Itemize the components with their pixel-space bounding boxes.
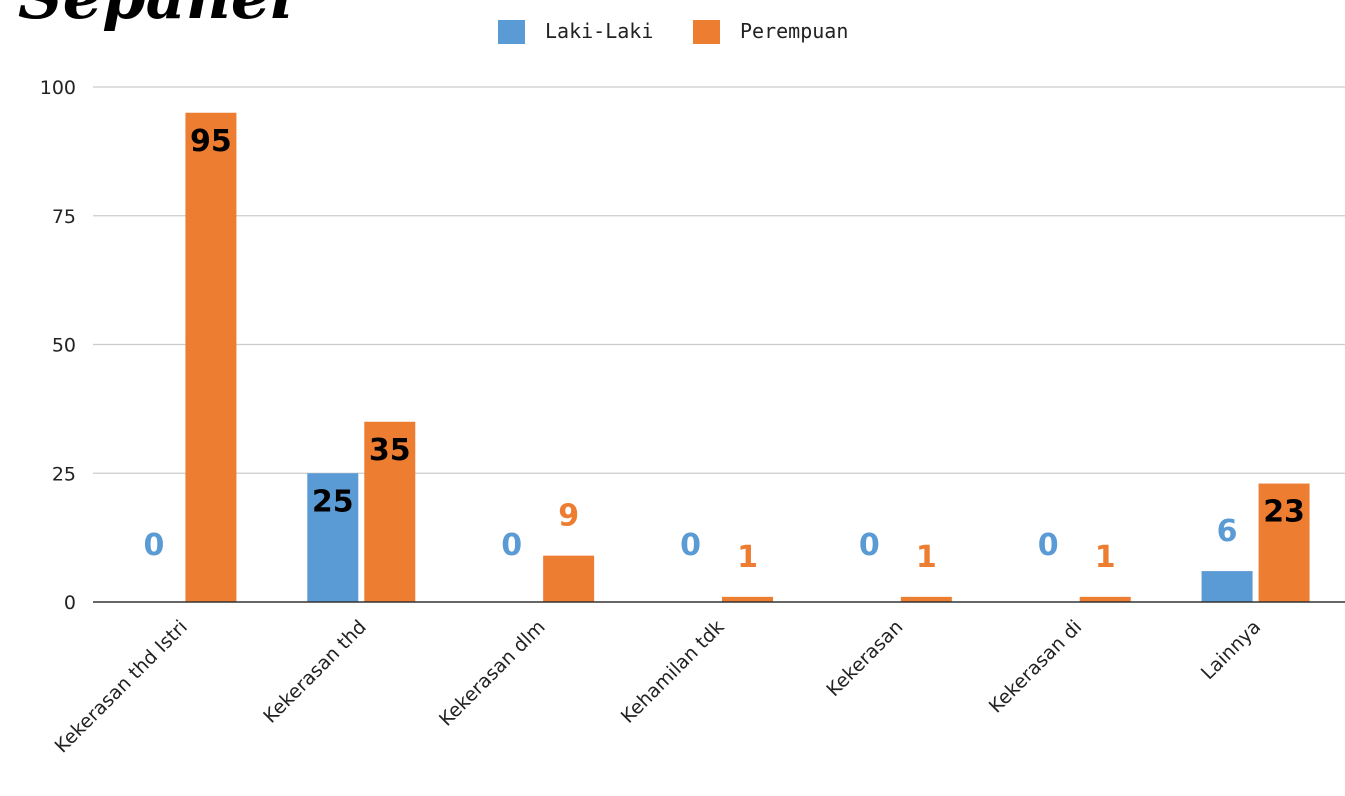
gridlines <box>93 86 1345 474</box>
bar-laki-laki <box>307 473 359 602</box>
data-label: 0 <box>680 528 701 563</box>
data-label: 1 <box>1095 540 1116 575</box>
x-tick-label: Kekerasan thd <box>259 616 371 728</box>
bar-perempuan <box>900 596 952 602</box>
bar-perempuan <box>364 421 416 602</box>
data-label: 0 <box>143 528 164 563</box>
bar-perempuan <box>1079 596 1131 602</box>
chart-title: Sepanel <box>18 0 294 33</box>
bars <box>185 112 1310 602</box>
x-tick-label: Kehamilan tdk <box>617 616 729 728</box>
bar-perempuan <box>543 555 595 602</box>
legend-item: Laki-Laki <box>545 19 653 43</box>
data-label: 0 <box>1038 528 1059 563</box>
data-label: 0 <box>501 528 522 563</box>
data-label: 1 <box>737 540 758 575</box>
y-tick-label: 100 <box>40 77 76 99</box>
bar-perempuan <box>185 112 237 602</box>
y-tick-label: 75 <box>52 206 76 228</box>
data-label: 23 <box>1263 495 1305 530</box>
legend-item: Perempuan <box>740 19 848 43</box>
data-label: 95 <box>190 124 232 159</box>
x-axis: Kekerasan thd Istri Kekerasan thd Kekerasa… <box>51 601 1345 757</box>
y-tick-label: 50 <box>52 335 76 357</box>
bar-laki-laki <box>1201 571 1253 602</box>
data-label: 0 <box>859 528 880 563</box>
data-label: 25 <box>312 484 354 519</box>
x-tick-label: Kekerasan <box>822 616 907 701</box>
y-axis: 0 25 50 75 100 <box>40 77 76 614</box>
x-tick-label: Kekerasan dlm <box>435 616 550 731</box>
data-label: 1 <box>916 540 937 575</box>
data-label: 35 <box>369 433 411 468</box>
y-tick-label: 25 <box>52 463 76 485</box>
x-tick-label: Kekerasan thd Istri <box>51 616 192 757</box>
value-labels: 0 95 25 35 0 9 0 1 0 1 0 1 6 23 <box>143 124 1304 575</box>
bar-perempuan <box>722 596 773 602</box>
data-label: 6 <box>1217 514 1238 549</box>
y-tick-label: 0 <box>64 592 76 614</box>
bar-perempuan <box>1258 483 1310 602</box>
legend-swatch <box>693 20 720 44</box>
x-tick-label: Kekerasan di <box>985 616 1087 718</box>
x-tick-label: Lainnya <box>1197 616 1265 684</box>
data-label: 9 <box>558 499 579 534</box>
legend-swatch <box>498 20 525 44</box>
legend: Laki-Laki Perempuan <box>498 19 848 44</box>
